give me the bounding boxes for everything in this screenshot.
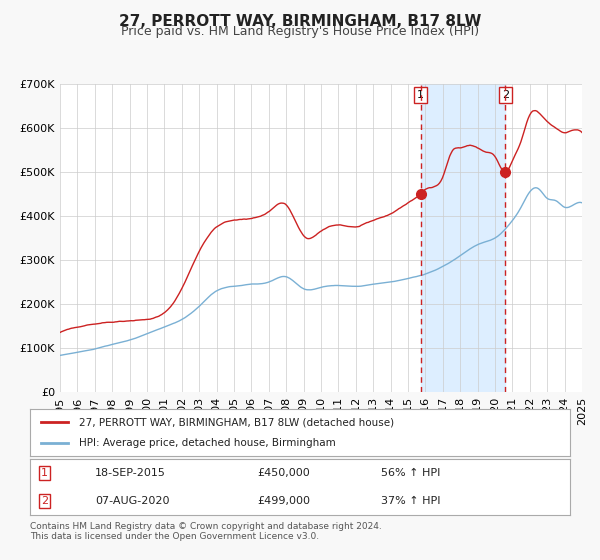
Text: £450,000: £450,000 — [257, 468, 310, 478]
Text: This data is licensed under the Open Government Licence v3.0.: This data is licensed under the Open Gov… — [30, 532, 319, 541]
Text: 1: 1 — [417, 90, 424, 100]
Text: 2: 2 — [41, 496, 48, 506]
Text: 37% ↑ HPI: 37% ↑ HPI — [381, 496, 440, 506]
Text: 07-AUG-2020: 07-AUG-2020 — [95, 496, 169, 506]
Bar — [421, 84, 505, 392]
Text: 27, PERROTT WAY, BIRMINGHAM, B17 8LW: 27, PERROTT WAY, BIRMINGHAM, B17 8LW — [119, 14, 481, 29]
Text: 1: 1 — [41, 468, 48, 478]
Text: HPI: Average price, detached house, Birmingham: HPI: Average price, detached house, Birm… — [79, 438, 335, 448]
Text: £499,000: £499,000 — [257, 496, 310, 506]
Text: Contains HM Land Registry data © Crown copyright and database right 2024.: Contains HM Land Registry data © Crown c… — [30, 522, 382, 531]
Text: 56% ↑ HPI: 56% ↑ HPI — [381, 468, 440, 478]
Text: Price paid vs. HM Land Registry's House Price Index (HPI): Price paid vs. HM Land Registry's House … — [121, 25, 479, 38]
Text: 27, PERROTT WAY, BIRMINGHAM, B17 8LW (detached house): 27, PERROTT WAY, BIRMINGHAM, B17 8LW (de… — [79, 417, 394, 427]
Text: 18-SEP-2015: 18-SEP-2015 — [95, 468, 166, 478]
Text: 2: 2 — [502, 90, 509, 100]
